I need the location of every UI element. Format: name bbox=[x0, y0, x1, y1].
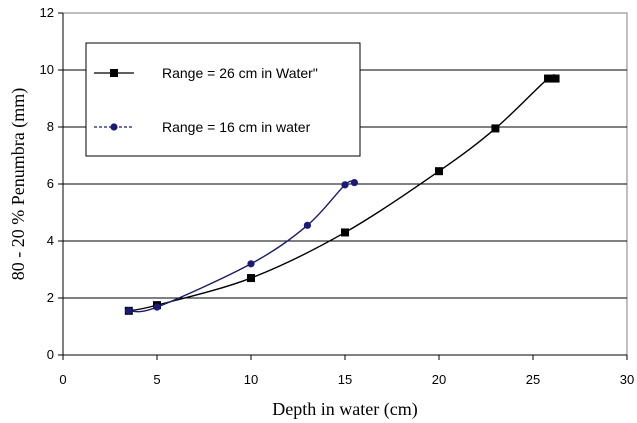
legend-box bbox=[85, 42, 361, 157]
legend-label: Range = 26 cm in Water" bbox=[162, 65, 318, 81]
series-0-point bbox=[435, 167, 443, 176]
x-tick-label: 0 bbox=[59, 372, 66, 387]
y-tick-labels: 0 2 4 6 8 10 12 bbox=[40, 5, 54, 362]
series-1-point bbox=[247, 260, 255, 268]
series-0-point bbox=[551, 74, 560, 83]
y-tick-label: 2 bbox=[47, 290, 54, 305]
x-tick-labels: 0 5 10 15 20 25 30 bbox=[59, 372, 634, 387]
x-tick-label: 30 bbox=[620, 372, 634, 387]
y-axis-title: 80 - 20 % Penumbra (mm) bbox=[8, 88, 29, 280]
axes bbox=[58, 12, 628, 360]
x-axis-title: Depth in water (cm) bbox=[272, 399, 417, 420]
legend-swatch-marker bbox=[110, 69, 118, 77]
series-1-point bbox=[350, 178, 358, 187]
x-tick-label: 10 bbox=[244, 372, 258, 387]
series-layer bbox=[124, 74, 560, 315]
series-0-point bbox=[341, 228, 349, 237]
legend-item-1: Range = 16 cm in water bbox=[94, 119, 311, 135]
series-1-point bbox=[125, 307, 133, 315]
y-tick-label: 10 bbox=[40, 62, 54, 77]
y-tick-label: 12 bbox=[40, 5, 54, 20]
series-0-point bbox=[544, 74, 553, 83]
legend-item-0: Range = 26 cm in Water" bbox=[94, 65, 318, 81]
x-tick-label: 15 bbox=[338, 372, 352, 387]
series-1-point bbox=[303, 221, 311, 229]
series-0-point bbox=[491, 124, 500, 133]
y-tick-label: 0 bbox=[47, 347, 54, 362]
legend-swatch-marker bbox=[110, 123, 118, 131]
legend: Range = 26 cm in Water" Range = 16 cm in … bbox=[85, 42, 361, 157]
legend-label: Range = 16 cm in water bbox=[162, 119, 311, 135]
x-tick-label: 20 bbox=[432, 372, 446, 387]
y-tick-label: 8 bbox=[47, 119, 54, 134]
series-1-point bbox=[341, 181, 349, 189]
x-tick-label: 25 bbox=[526, 372, 540, 387]
series-1 bbox=[125, 178, 358, 315]
x-tick-label: 5 bbox=[153, 372, 160, 387]
series-0-point bbox=[247, 274, 255, 283]
series-1-point bbox=[153, 303, 161, 311]
y-tick-label: 6 bbox=[47, 176, 54, 191]
y-tick-label: 4 bbox=[47, 233, 54, 248]
